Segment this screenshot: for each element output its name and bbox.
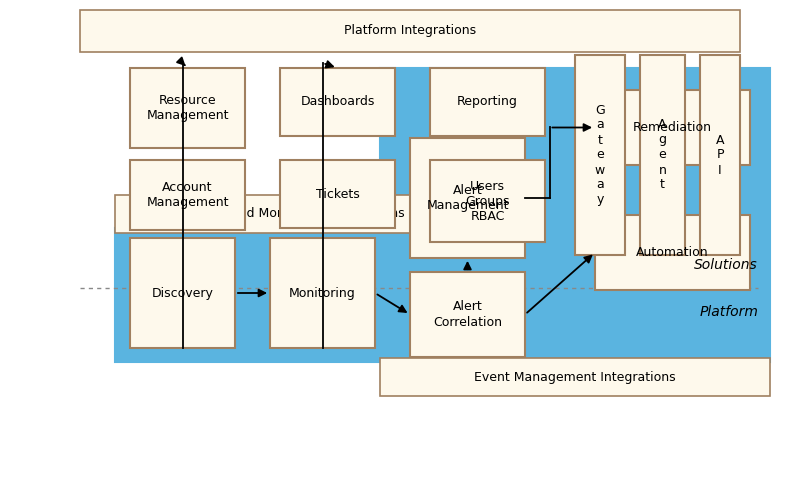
Bar xyxy=(595,215,750,290)
Text: Alert
Management: Alert Management xyxy=(426,184,509,212)
Bar xyxy=(430,160,545,242)
Bar xyxy=(700,55,740,255)
Text: Discovery and Monitoring Integrations: Discovery and Monitoring Integrations xyxy=(165,207,405,220)
Text: Dashboards: Dashboards xyxy=(300,95,374,109)
Bar xyxy=(410,138,525,258)
Bar xyxy=(115,228,380,362)
Text: G
a
t
e
w
a
y: G a t e w a y xyxy=(595,104,605,206)
Text: Event Management Integrations: Event Management Integrations xyxy=(474,370,676,383)
Bar xyxy=(410,272,525,357)
Bar xyxy=(575,55,625,255)
Bar xyxy=(595,90,750,165)
Text: Users
Groups
RBAC: Users Groups RBAC xyxy=(466,179,510,222)
Bar xyxy=(430,68,545,136)
Text: Remediation: Remediation xyxy=(633,121,712,134)
Text: Account
Management: Account Management xyxy=(146,181,229,209)
Bar xyxy=(280,160,395,228)
Text: Monitoring: Monitoring xyxy=(289,287,356,299)
Text: Solutions: Solutions xyxy=(694,258,758,272)
Bar xyxy=(380,358,770,396)
Bar xyxy=(380,68,770,362)
Bar xyxy=(115,195,455,233)
Text: A
g
e
n
t: A g e n t xyxy=(658,119,666,192)
Text: Platform Integrations: Platform Integrations xyxy=(344,25,476,38)
Bar xyxy=(270,238,375,348)
Text: Platform: Platform xyxy=(699,305,758,319)
Text: Resource
Management: Resource Management xyxy=(146,94,229,122)
Bar xyxy=(130,160,245,230)
Text: A
P
I: A P I xyxy=(716,133,724,176)
Bar xyxy=(130,238,235,348)
Bar xyxy=(640,55,685,255)
Text: Alert
Correlation: Alert Correlation xyxy=(433,300,502,329)
Text: Tickets: Tickets xyxy=(316,188,359,201)
Bar xyxy=(80,10,740,52)
Text: Discovery: Discovery xyxy=(151,287,214,299)
Text: Automation: Automation xyxy=(636,246,709,259)
Text: Reporting: Reporting xyxy=(457,95,518,109)
Bar xyxy=(280,68,395,136)
Bar xyxy=(130,68,245,148)
